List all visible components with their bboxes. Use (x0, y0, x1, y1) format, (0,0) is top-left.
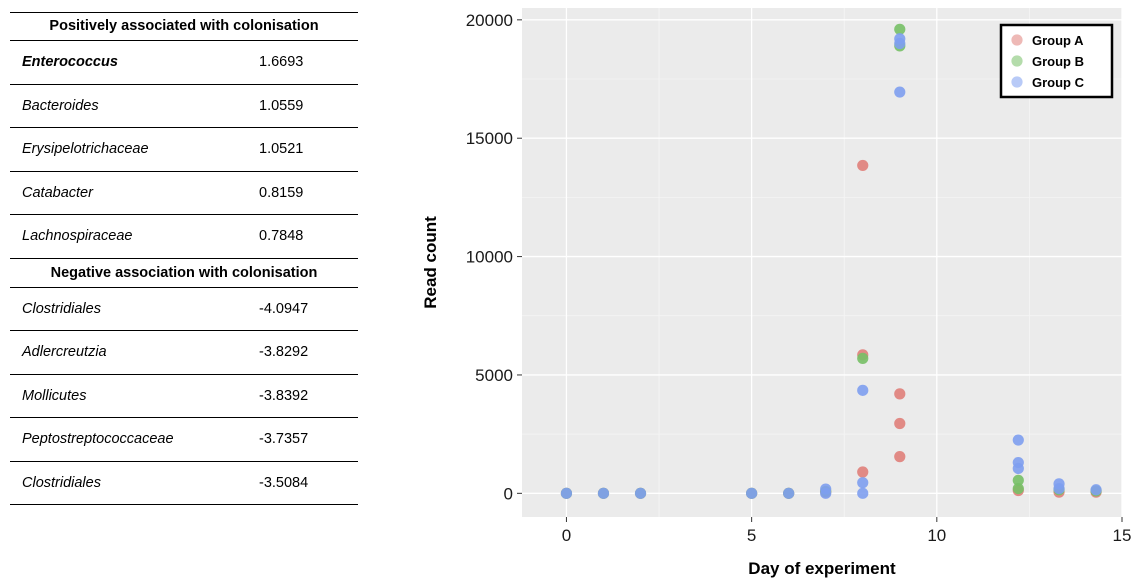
data-point-group-c (560, 487, 573, 499)
association-value: -3.8392 (259, 387, 309, 404)
taxon-name: Peptostreptococcaceae (22, 431, 174, 448)
table-row: Enterococcus 1.6693 (10, 41, 358, 85)
taxon-name: Bacteroides (22, 97, 99, 114)
data-point-group-c (857, 477, 869, 489)
data-point-group-c (820, 487, 832, 499)
negative-rows: Clostridiales -4.0947 Adlercreutzia -3.8292… (10, 288, 358, 505)
association-value: -3.5084 (259, 474, 309, 491)
association-value: -4.0947 (259, 300, 309, 317)
data-point-group-b (857, 352, 869, 364)
legend-marker (1011, 76, 1023, 88)
y-tick-label: 10000 (466, 248, 513, 267)
data-point-group-a (894, 451, 906, 463)
association-value: 1.0521 (259, 141, 304, 158)
data-point-group-b (1012, 482, 1024, 495)
table-row: Adlercreutzia -3.8292 (10, 331, 358, 375)
y-tick-label: 0 (504, 484, 513, 503)
association-value: 0.7848 (259, 228, 304, 245)
data-point-group-c (1053, 482, 1065, 495)
table-row: Bacteroides 1.0559 (10, 85, 358, 128)
positive-rows: Enterococcus 1.6693 Bacteroides 1.0559 Erysi… (10, 41, 358, 259)
y-tick-label: 15000 (466, 129, 513, 148)
association-value: 1.0559 (259, 97, 304, 114)
data-point-group-c (1012, 462, 1024, 475)
data-point-group-c (746, 487, 758, 499)
data-point-group-c (857, 384, 869, 396)
data-point-group-a (894, 417, 906, 430)
data-point-group-c (894, 37, 906, 50)
association-table: Positively associated with colonisation … (10, 12, 358, 505)
legend-marker (1011, 55, 1023, 67)
table-row: Clostridiales -4.0947 (10, 288, 358, 331)
table-top-rule (10, 12, 358, 13)
data-point-group-a (857, 159, 869, 172)
table-row: Peptostreptococcaceae -3.7357 (10, 418, 358, 462)
data-point-group-b (1012, 474, 1024, 486)
data-point-group-c (1012, 434, 1024, 446)
negative-header: Negative association with colonisation (50, 264, 318, 281)
table-row: Erysipelotrichaceae 1.0521 (10, 128, 358, 172)
legend-label: Group B (1032, 54, 1084, 69)
data-point-group-a (894, 388, 906, 400)
positive-header: Positively associated with colonisation (49, 18, 319, 34)
x-tick-label: 15 (1113, 526, 1132, 545)
taxon-name: Clostridiales (22, 474, 101, 491)
taxon-name: Catabacter (22, 184, 93, 201)
taxon-name: Lachnospiraceae (22, 228, 133, 245)
data-point-group-b (894, 23, 906, 35)
y-tick-label: 20000 (466, 11, 513, 30)
taxon-name: Enterococcus (22, 54, 118, 71)
table-rule (10, 40, 358, 41)
x-tick-label: 5 (747, 526, 756, 545)
legend-label: Group C (1032, 75, 1085, 90)
table-row: Lachnospiraceae 0.7848 (10, 215, 358, 259)
legend-marker (1011, 34, 1023, 46)
data-point-group-c (634, 487, 647, 499)
y-axis-label: Read count (421, 216, 440, 309)
table-row: Catabacter 0.8159 (10, 172, 358, 215)
association-value: -3.8292 (259, 344, 309, 361)
data-point-group-c (857, 487, 869, 499)
taxon-name: Mollicutes (22, 387, 87, 404)
data-point-group-c (783, 487, 795, 499)
table-row: Clostridiales -3.5084 (10, 462, 358, 505)
data-point-group-c (1090, 484, 1102, 496)
legend-label: Group A (1032, 33, 1084, 48)
y-tick-label: 5000 (475, 366, 513, 385)
taxon-name: Erysipelotrichaceae (22, 141, 149, 158)
association-value: 1.6693 (259, 54, 304, 71)
scatter-chart: 0 5 10 15 0 5000 10000 15000 20000 Day of experim… (421, 8, 1132, 578)
data-point-group-c (597, 487, 610, 499)
table-row: Mollicutes -3.8392 (10, 375, 358, 418)
taxon-name: Adlercreutzia (22, 344, 107, 361)
association-value: -3.7357 (259, 431, 309, 448)
x-axis-label: Day of experiment (748, 559, 896, 578)
table-rule (10, 286, 358, 288)
x-tick-label: 0 (562, 526, 571, 545)
data-point-group-c (894, 86, 906, 98)
data-point-group-a (857, 466, 869, 478)
taxon-name: Clostridiales (22, 300, 101, 317)
association-value: 0.8159 (259, 184, 304, 201)
x-tick-label: 10 (927, 526, 946, 545)
